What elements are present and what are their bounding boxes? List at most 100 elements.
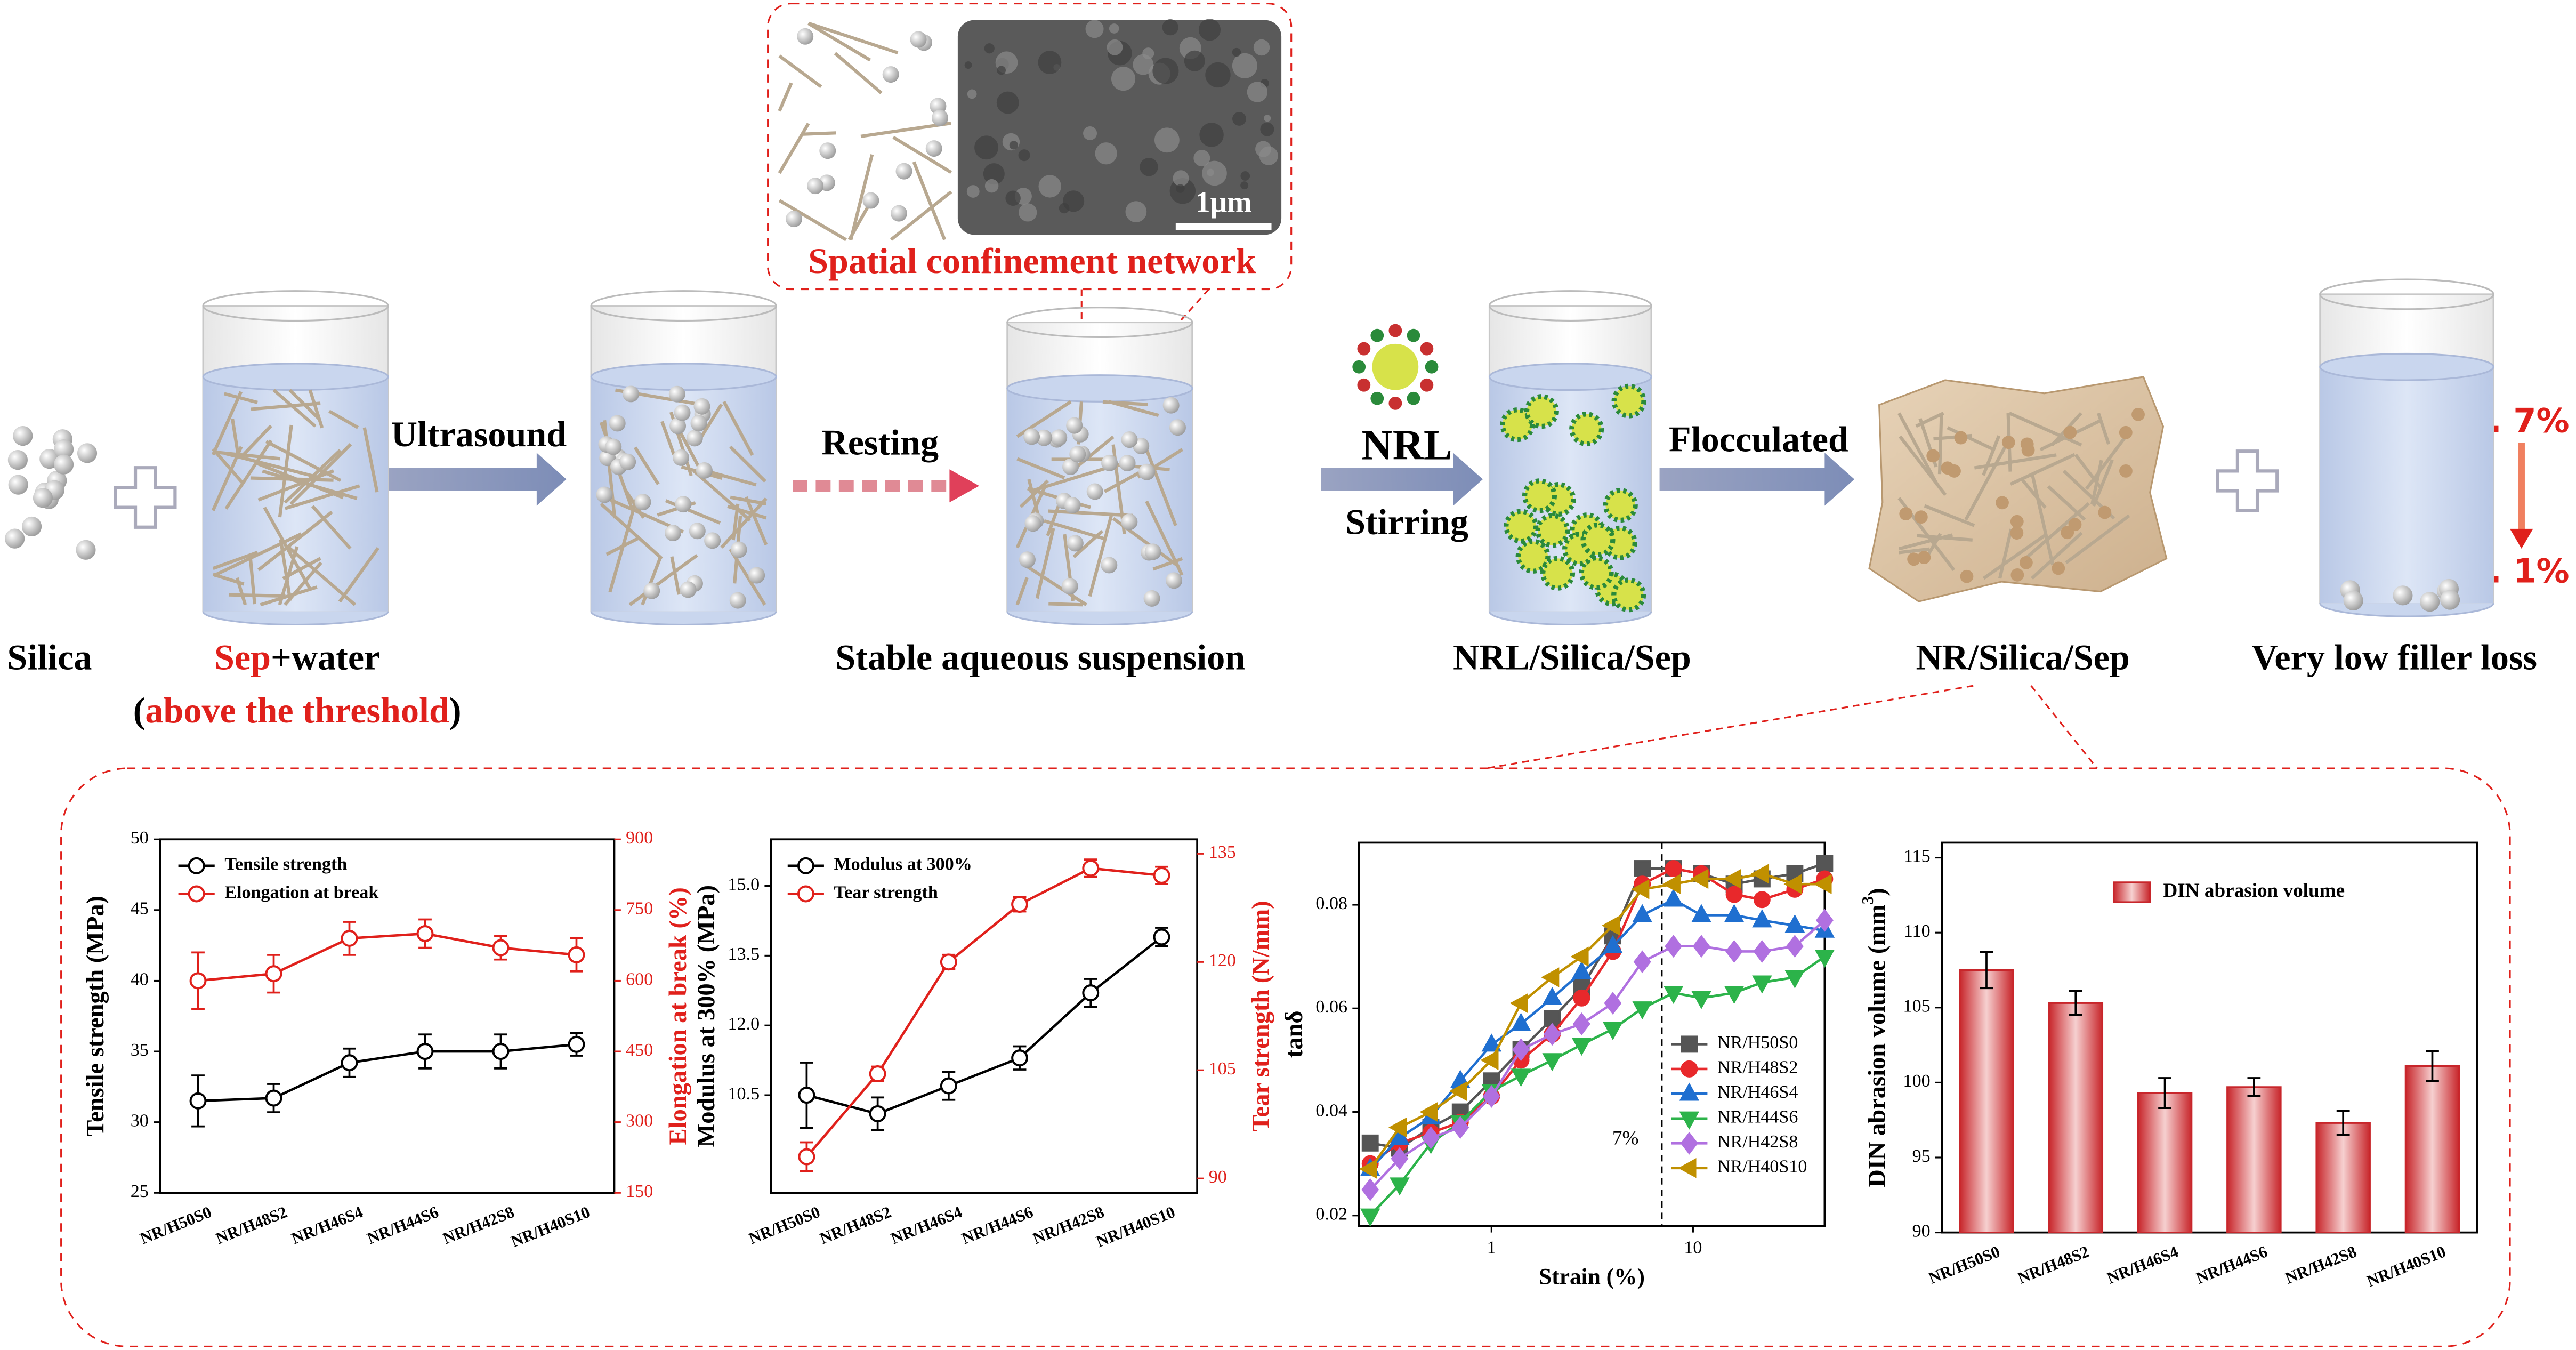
particle — [2063, 425, 2077, 439]
latex-particle — [1535, 513, 1570, 548]
sem-texture — [1019, 203, 1037, 222]
series-line — [198, 1043, 577, 1103]
y-tick-label: 10.5 — [728, 1084, 760, 1104]
fiber — [912, 161, 947, 240]
sem-texture — [1202, 160, 1227, 186]
marker — [1725, 886, 1743, 903]
marker — [1541, 967, 1560, 987]
error-bar — [1980, 951, 1993, 990]
fiber — [2021, 479, 2047, 509]
marker — [1482, 1084, 1500, 1108]
particle — [680, 581, 697, 598]
fiber — [282, 557, 321, 580]
fiber — [892, 135, 952, 174]
y-axis-label-part: Tensile strength (MPa) — [82, 896, 109, 1137]
marker — [1391, 1147, 1409, 1170]
particle — [2010, 526, 2024, 540]
plus-sign — [2216, 449, 2279, 512]
particle — [1086, 483, 1103, 500]
liquid — [2320, 367, 2494, 604]
beaker-bottom — [202, 611, 389, 626]
particle — [13, 425, 33, 446]
fiber — [608, 499, 639, 593]
marker — [1632, 1001, 1652, 1020]
particle — [1941, 461, 1955, 475]
label-part: Sep — [214, 637, 271, 677]
label: Sep+water — [214, 637, 380, 677]
marker — [1680, 1131, 1698, 1155]
fiber — [722, 400, 754, 456]
step-label: Resting — [821, 422, 939, 463]
particle — [2052, 561, 2065, 575]
fiber — [213, 532, 302, 577]
y-tick-label: 15.0 — [728, 874, 760, 894]
particle — [890, 205, 907, 222]
fiber — [731, 503, 740, 541]
marker — [188, 885, 205, 903]
marker — [1813, 874, 1832, 894]
particle — [2001, 436, 2015, 449]
particle — [2020, 556, 2033, 569]
fiber — [778, 199, 847, 242]
particle — [797, 28, 814, 45]
particle — [696, 462, 713, 479]
sem-texture — [966, 185, 980, 198]
label: Stable aqueous suspension — [835, 637, 1245, 677]
particle — [1166, 572, 1183, 589]
beaker-rim — [202, 290, 389, 322]
latex-particle — [1579, 555, 1614, 590]
marker — [189, 972, 207, 990]
marker — [492, 1043, 510, 1060]
marker — [1082, 984, 1100, 1002]
fiber — [288, 546, 357, 606]
liquid-surface — [1006, 374, 1193, 403]
particle — [1926, 449, 1940, 463]
marker — [1419, 1102, 1438, 1122]
marker — [492, 939, 510, 957]
particle — [623, 385, 640, 403]
particle — [2393, 585, 2413, 606]
beaker-rim — [590, 290, 777, 322]
label-part: +water — [271, 637, 380, 677]
sem-texture — [1125, 201, 1147, 222]
series-line — [805, 866, 1162, 1158]
x-tick-label: NR/H40S10 — [508, 1202, 592, 1251]
beaker-bottom — [1006, 611, 1193, 626]
plus-sign — [114, 466, 177, 529]
latex-shell — [1388, 396, 1402, 410]
y2-axis-label: Elongation at break (%) — [665, 887, 692, 1145]
fiber — [223, 392, 258, 404]
sem-texture — [1038, 175, 1061, 198]
label: NRL/Silica/Sep — [1453, 637, 1691, 677]
fiber — [847, 206, 869, 241]
latex-shell — [1370, 391, 1384, 405]
marker — [1784, 914, 1805, 933]
particle — [1069, 446, 1086, 463]
fiber — [225, 452, 317, 479]
fiber — [628, 553, 698, 606]
particle — [931, 109, 948, 126]
fiber — [284, 449, 342, 504]
particle — [1066, 417, 1083, 434]
marker — [1665, 935, 1683, 958]
connector — [1089, 288, 1209, 422]
particle — [634, 494, 651, 511]
connector — [2030, 685, 2098, 769]
y-axis-label: tanδ — [1281, 1010, 1308, 1058]
marker — [1011, 1049, 1029, 1067]
marker — [1753, 939, 1771, 963]
y-tick-label: 110 — [1904, 921, 1931, 941]
fiber — [1982, 532, 2048, 580]
y-axis-label: Modulus at 300% (MPa) — [693, 885, 720, 1147]
sem-texture — [1162, 19, 1178, 36]
marker — [1816, 855, 1834, 872]
particle — [1996, 496, 2009, 510]
particle — [1169, 419, 1186, 436]
marker — [1481, 1033, 1502, 1052]
y-tick-label: 100 — [1903, 1071, 1931, 1091]
flocculated-rubber — [1868, 376, 2168, 602]
fiber — [284, 484, 360, 510]
particle — [1954, 431, 1968, 445]
sem-texture — [1005, 190, 1021, 206]
marker — [1691, 991, 1711, 1009]
